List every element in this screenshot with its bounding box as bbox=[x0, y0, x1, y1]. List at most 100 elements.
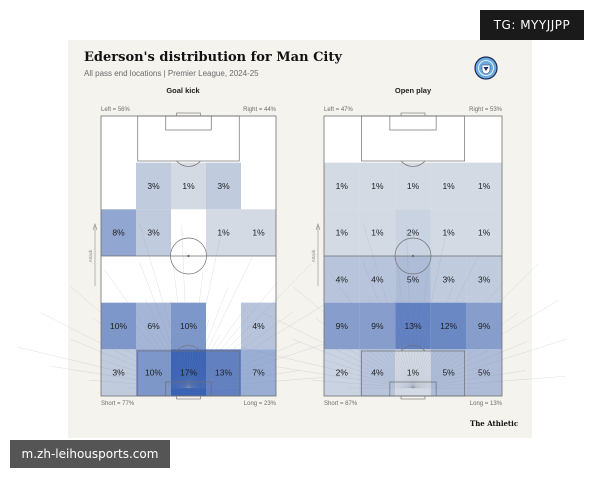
pass-line bbox=[412, 237, 446, 389]
heatmap-cell bbox=[324, 116, 360, 163]
heatmap-cell bbox=[136, 349, 171, 396]
pass-line bbox=[262, 312, 414, 389]
pass-line bbox=[188, 256, 253, 389]
pass-line bbox=[292, 286, 414, 389]
cell-value-label: 9% bbox=[478, 321, 491, 331]
cell-value-label: 1% bbox=[217, 228, 230, 238]
pass-line bbox=[170, 300, 189, 389]
pass-line bbox=[188, 338, 340, 389]
long-share-label: Long = 23% bbox=[244, 401, 277, 407]
left-share-label: Left = 47% bbox=[324, 107, 354, 113]
pass-line bbox=[188, 376, 339, 389]
heatmap-cell bbox=[136, 256, 171, 303]
heatmap-cell bbox=[101, 162, 136, 210]
bottom-goal bbox=[400, 395, 426, 400]
heatmap-cell bbox=[171, 116, 206, 163]
pass-line bbox=[188, 237, 221, 389]
man-city-crest-icon bbox=[474, 56, 498, 80]
pass-line bbox=[102, 359, 189, 389]
pass-line bbox=[156, 335, 189, 389]
pass-line bbox=[188, 286, 229, 389]
heatmap-cell bbox=[430, 209, 467, 256]
publisher-logo: The Athletic bbox=[470, 419, 519, 428]
pass-line bbox=[412, 370, 526, 389]
attack-arrowhead bbox=[315, 223, 321, 231]
heatmap-cell bbox=[101, 256, 136, 303]
heatmap-cell bbox=[171, 302, 206, 350]
heatmap-cell bbox=[395, 162, 431, 210]
heatmap-cell bbox=[241, 349, 276, 396]
heatmap-cell bbox=[101, 302, 136, 350]
cell-value-label: 4% bbox=[371, 274, 384, 284]
short-share-label: Short = 87% bbox=[324, 401, 358, 407]
heatmap-cell bbox=[206, 116, 241, 163]
heatmap-cell bbox=[359, 349, 396, 396]
pass-line bbox=[88, 380, 189, 389]
cell-value-label: 1% bbox=[336, 228, 349, 238]
pass-line bbox=[239, 346, 414, 389]
pass-line bbox=[412, 319, 434, 389]
pass-line bbox=[412, 263, 539, 389]
cell-value-label: 3% bbox=[217, 181, 230, 191]
pass-line bbox=[118, 305, 189, 389]
attack-arrowhead bbox=[92, 223, 98, 231]
heatmap-cell bbox=[171, 209, 206, 256]
pass-line bbox=[362, 222, 414, 389]
heatmap-cell bbox=[206, 302, 241, 350]
centre-spot bbox=[187, 254, 190, 258]
heatmap-cell bbox=[324, 162, 360, 210]
cell-value-label: 4% bbox=[252, 321, 265, 331]
heatmap-cell bbox=[241, 162, 276, 210]
cell-value-label: 1% bbox=[407, 181, 420, 191]
cell-value-label: 10% bbox=[180, 321, 197, 331]
heatmap-cell bbox=[430, 256, 467, 303]
heatmap-cell bbox=[395, 116, 431, 163]
heatmap-cell bbox=[206, 256, 241, 303]
heatmap-cell bbox=[466, 116, 502, 163]
pass-line bbox=[412, 370, 487, 389]
cell-value-label: 8% bbox=[112, 228, 125, 238]
heatmap-cell bbox=[206, 209, 241, 256]
cell-value-label: 3% bbox=[147, 228, 160, 238]
pass-line bbox=[40, 312, 189, 389]
heatmap-cell bbox=[101, 116, 136, 163]
top-goal bbox=[400, 112, 426, 117]
heatmap-cell bbox=[359, 116, 396, 163]
pass-line bbox=[188, 300, 332, 389]
pass-line bbox=[362, 261, 414, 389]
cell-value-label: 17% bbox=[180, 368, 197, 378]
heatmap-cell bbox=[136, 209, 171, 256]
pass-line bbox=[412, 256, 479, 389]
heatmap-cell bbox=[324, 349, 360, 396]
pass-line bbox=[292, 338, 414, 389]
pass-line bbox=[188, 319, 209, 389]
pass-line bbox=[412, 328, 484, 389]
pass-line bbox=[368, 299, 414, 389]
pass-line bbox=[119, 345, 189, 389]
pass-line bbox=[412, 286, 454, 389]
heatmap-cell bbox=[395, 349, 431, 396]
pass-line bbox=[412, 282, 504, 389]
pass-line bbox=[188, 306, 247, 389]
pass-line bbox=[405, 225, 414, 389]
pass-line bbox=[139, 261, 189, 389]
heatmap-cell bbox=[171, 349, 206, 396]
pass-line bbox=[92, 318, 189, 389]
heatmap-cell bbox=[324, 302, 360, 350]
heatmap-cell bbox=[395, 209, 431, 256]
heatmap-cell bbox=[324, 256, 360, 303]
cell-value-label: 1% bbox=[442, 181, 455, 191]
pass-line bbox=[188, 282, 278, 389]
heatmap-cell bbox=[171, 256, 206, 303]
pass-line bbox=[412, 306, 473, 389]
cell-value-label: 5% bbox=[442, 368, 455, 378]
attack-label: Attack bbox=[88, 249, 93, 262]
heatmap-cell bbox=[241, 116, 276, 163]
watermark-url: m.zh-leihousports.com bbox=[10, 440, 170, 468]
cell-value-label: 1% bbox=[478, 228, 491, 238]
bottom-penalty-arc bbox=[176, 345, 201, 352]
bottom-penalty-arc bbox=[400, 345, 426, 352]
pass-line bbox=[396, 262, 414, 389]
pass-line bbox=[138, 337, 189, 389]
heatmap-cell bbox=[466, 302, 502, 350]
